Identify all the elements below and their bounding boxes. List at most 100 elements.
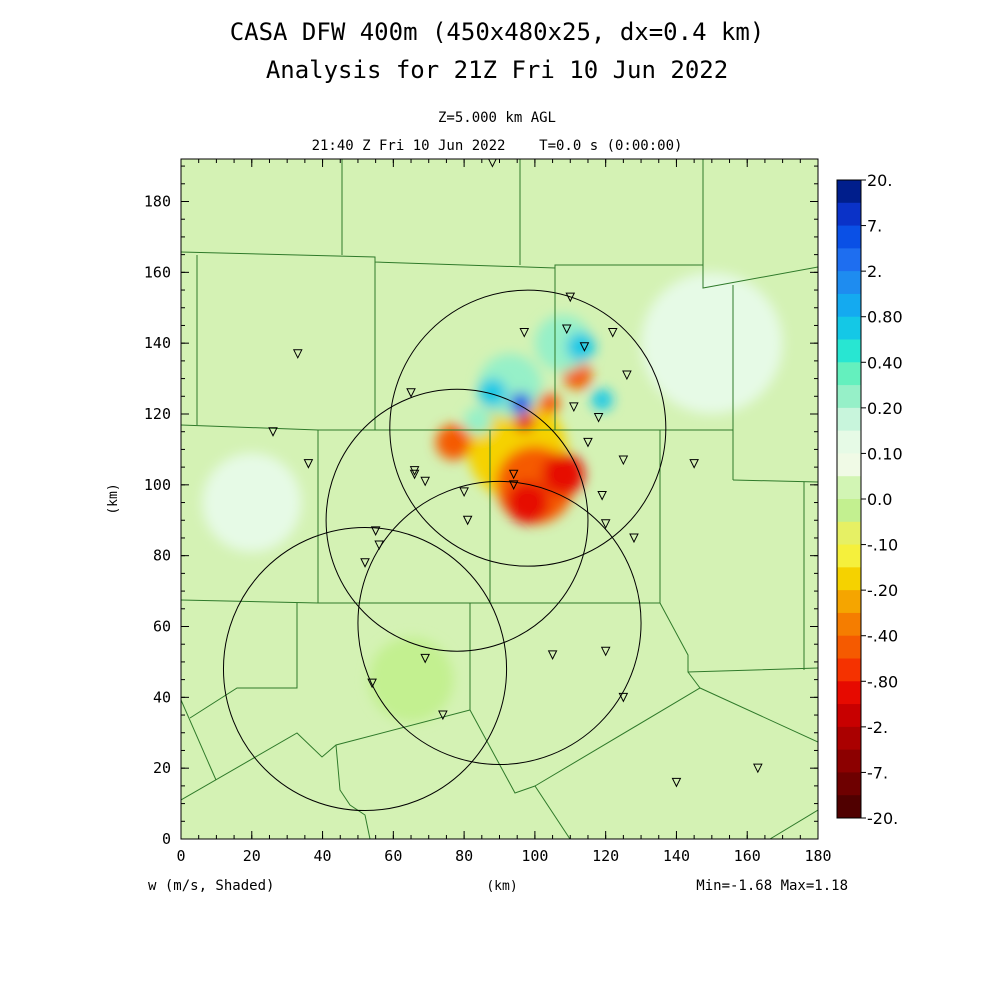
station-marker [303, 459, 314, 469]
station-marker [292, 349, 303, 359]
time-label: 21:40 Z Fri 10 Jun 2022 T=0.0 s (0:00:00… [312, 138, 683, 154]
colorbar-cell [837, 248, 861, 272]
station-marker [547, 650, 558, 660]
x-axis-unit: (km) [486, 879, 517, 894]
station-marker [671, 777, 682, 788]
w-shading [202, 272, 783, 723]
level-label: Z=5.000 km AGL [438, 110, 556, 126]
colorbar-label: -.10 [867, 536, 898, 555]
station-marker [597, 490, 607, 501]
colorbar-label: 0.20 [867, 399, 903, 418]
y-axis: 0 20 40 60 80 100 120 140 160 180 [144, 165, 818, 848]
y-tick-label: 160 [144, 263, 171, 281]
station-marker [607, 328, 618, 338]
colorbar-cell [837, 704, 861, 728]
variable-label: w (m/s, Shaded) [148, 878, 274, 894]
colorbar-label: -.20 [867, 581, 898, 600]
station-marker [569, 402, 579, 413]
colorbar-cell [837, 407, 861, 432]
x-tick-label: 120 [592, 847, 619, 865]
station-marker [689, 459, 699, 469]
boundary-line [469, 709, 571, 839]
x-axis: 0 20 40 60 80 100 120 140 160 180 [176, 159, 832, 865]
radar-range-rings [222, 289, 667, 812]
x-tick-label: 140 [663, 847, 690, 865]
colorbar-cell [837, 590, 861, 614]
colorbar-cell [837, 567, 861, 591]
y-tick-label: 80 [153, 547, 171, 565]
colorbar-cell [837, 430, 861, 454]
min-max-label: Min=-1.68 Max=1.18 [696, 878, 848, 894]
x-tick-label: 20 [243, 847, 261, 865]
colorbar-label: -.40 [867, 627, 898, 646]
radar-range-ring [357, 480, 642, 766]
colorbar-label: 20. [867, 171, 892, 190]
shade-blob [464, 406, 493, 436]
shade-blob [541, 452, 585, 496]
station-marker [618, 692, 629, 703]
station-marker [561, 324, 572, 335]
station-marker [488, 159, 497, 168]
colorbar-cell [837, 658, 861, 682]
x-tick-label: 100 [521, 847, 548, 865]
station-marker [565, 292, 576, 303]
station-marker [618, 455, 629, 466]
y-tick-label: 180 [144, 193, 171, 211]
colorbar-cell [837, 635, 861, 659]
x-tick-label: 180 [804, 847, 831, 865]
shade-blob [591, 389, 613, 411]
colorbar-cell [837, 453, 861, 477]
boundary-line [181, 424, 733, 431]
station-marker [360, 558, 370, 568]
station-marker [593, 413, 604, 423]
boundary-line [181, 603, 471, 801]
colorbar-cell [837, 362, 861, 386]
colorbar-cell [837, 772, 861, 796]
radar-range-ring [222, 526, 508, 812]
colorbar-cell [837, 476, 861, 500]
colorbar-cell [837, 544, 861, 568]
station-marker [579, 342, 590, 352]
colorbar-label: 2. [867, 262, 882, 281]
station-marker [370, 526, 381, 536]
shade-blob [478, 378, 507, 407]
shade-blob [538, 392, 560, 414]
plot-area [180, 158, 819, 840]
station-marker [420, 476, 430, 487]
colorbar-label: -.80 [867, 672, 898, 691]
boundary-line [189, 603, 298, 719]
colorbar-cell [837, 202, 861, 227]
colorbar-label: 0.40 [867, 353, 903, 372]
colorbar-cell [837, 271, 861, 295]
colorbar-cell [837, 499, 861, 523]
colorbar-label: -7. [867, 763, 888, 782]
station-marker [406, 388, 416, 398]
x-tick-label: 160 [734, 847, 761, 865]
radar-range-ring [389, 289, 667, 567]
shade-blob [202, 452, 302, 553]
colorbar-cell [837, 293, 861, 318]
y-tick-label: 60 [153, 618, 171, 636]
shade-blob [506, 481, 550, 524]
x-tick-label: 60 [384, 847, 402, 865]
title-line-2: Analysis for 21Z Fri 10 Jun 2022 [266, 56, 728, 84]
station-marker [508, 469, 519, 480]
shade-blob [435, 424, 472, 461]
colorbar-cell [837, 681, 861, 705]
radar-range-ring [325, 388, 589, 652]
y-tick-label: 0 [162, 830, 171, 848]
boundary-line [335, 744, 371, 839]
station-marker [268, 427, 278, 437]
station-markers [268, 159, 763, 788]
shade-blob [368, 637, 454, 723]
station-marker [629, 533, 639, 544]
station-marker [508, 480, 519, 490]
colorbar-label: 0.10 [867, 444, 903, 463]
colorbar-cell [837, 225, 861, 249]
station-marker [519, 328, 530, 338]
colorbar-label: 0.0 [867, 490, 892, 509]
y-axis-unit: (km) [106, 483, 121, 514]
x-tick-label: 0 [176, 847, 185, 865]
boundary-line [659, 602, 818, 673]
